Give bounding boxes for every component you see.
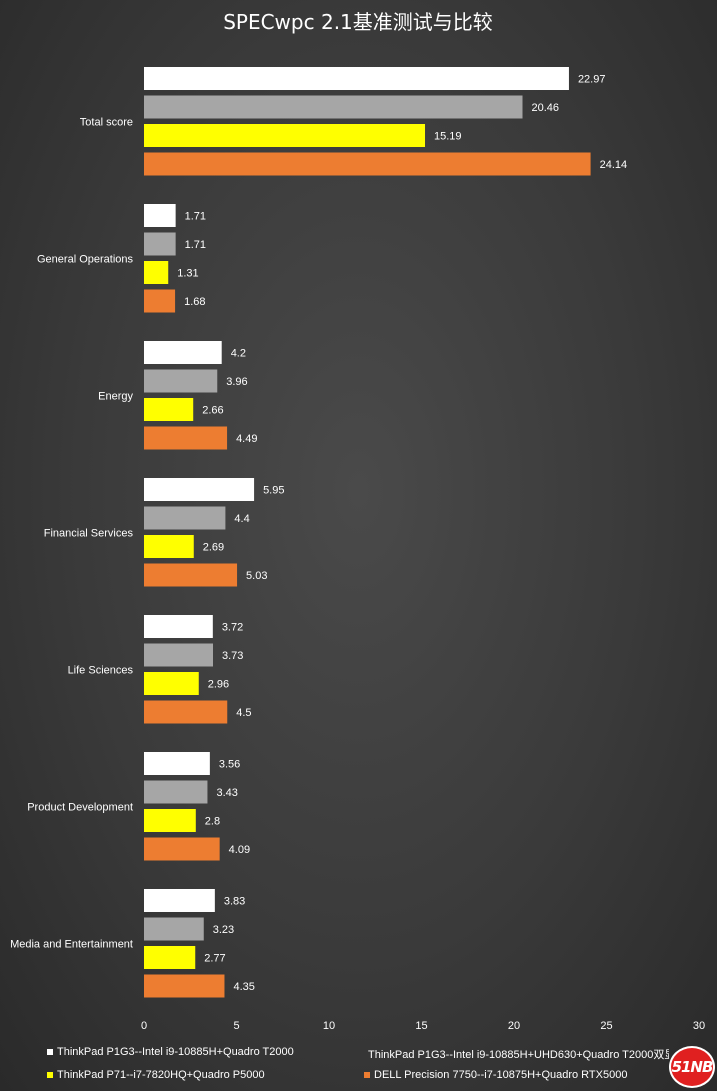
category-label: Total score xyxy=(80,116,133,128)
category-label: General Operations xyxy=(37,253,133,265)
category-label: Life Sciences xyxy=(68,664,134,676)
legend-label-2: ThinkPad P1G3--Intel i9-10885H+UHD630+Qu… xyxy=(368,1049,669,1061)
bar xyxy=(144,506,226,530)
x-tick-label: 5 xyxy=(233,1020,239,1032)
legend-item-1: ThinkPad P1G3--Intel i9-10885H+Quadro T2… xyxy=(47,1046,294,1058)
data-label: 4.49 xyxy=(236,433,257,445)
data-label: 1.71 xyxy=(185,211,206,223)
category-label: Media and Entertainment xyxy=(10,938,133,950)
x-tick-label: 25 xyxy=(600,1020,612,1032)
bar xyxy=(144,232,176,256)
chart-title: SPECwpc 2.1基准测试与比较 xyxy=(223,10,493,34)
bar xyxy=(144,672,199,695)
data-label: 3.23 xyxy=(213,924,234,936)
bar xyxy=(144,780,208,804)
bar xyxy=(144,946,196,969)
bar xyxy=(144,809,196,832)
bar xyxy=(144,289,176,313)
data-label: 4.2 xyxy=(231,348,246,360)
data-label: 4.5 xyxy=(236,707,251,719)
x-tick-label: 30 xyxy=(693,1020,705,1032)
data-label: 4.09 xyxy=(229,844,250,856)
data-label: 3.43 xyxy=(216,787,237,799)
legend-swatch-3 xyxy=(47,1072,53,1078)
x-tick-label: 10 xyxy=(323,1020,335,1032)
bar xyxy=(144,261,169,284)
51nb-logo: 51NB xyxy=(669,1046,715,1088)
bar-chart: SPECwpc 2.1基准测试与比较 Total score 22.97 20.46… xyxy=(10,10,705,1032)
legend-item-4: DELL Precision 7750--i7-10875H+Quadro RT… xyxy=(364,1069,627,1081)
bar xyxy=(144,837,220,861)
category-label: Energy xyxy=(98,390,133,402)
data-label: 1.31 xyxy=(177,268,198,280)
data-label: 3.56 xyxy=(219,759,240,771)
bar xyxy=(144,398,194,421)
bar xyxy=(144,700,228,724)
data-label: 2.77 xyxy=(204,953,225,965)
bar xyxy=(144,124,426,147)
x-tick-label: 20 xyxy=(508,1020,520,1032)
bar xyxy=(144,478,255,501)
data-label: 2.66 xyxy=(202,405,223,417)
legend-label-4: DELL Precision 7750--i7-10875H+Quadro RT… xyxy=(374,1069,628,1081)
category-label: Product Development xyxy=(27,801,133,813)
legend-swatch-4 xyxy=(364,1072,370,1078)
data-label: 4.35 xyxy=(233,981,254,993)
legend: ThinkPad P1G3--Intel i9-10885H+Quadro T2… xyxy=(0,1040,717,1091)
data-label: 2.69 xyxy=(203,542,224,554)
data-label: 4.4 xyxy=(234,513,249,525)
legend-item-2: ThinkPad P1G3--Intel i9-10885H+UHD630+Qu… xyxy=(364,1046,669,1062)
data-label: 1.71 xyxy=(185,239,206,251)
legend-label-1: ThinkPad P1G3--Intel i9-10885H+Quadro T2… xyxy=(57,1046,294,1058)
bar xyxy=(144,535,194,558)
data-label: 3.83 xyxy=(224,896,245,908)
bar xyxy=(144,204,176,227)
x-tick-label: 15 xyxy=(415,1020,427,1032)
legend-swatch-1 xyxy=(47,1049,53,1055)
data-label: 20.46 xyxy=(532,102,560,114)
data-label: 2.8 xyxy=(205,816,220,828)
bar xyxy=(144,615,213,638)
bar xyxy=(144,95,523,119)
x-tick-label: 0 xyxy=(141,1020,147,1032)
data-label: 3.96 xyxy=(226,376,247,388)
bar xyxy=(144,152,591,176)
bar xyxy=(144,563,238,587)
data-label: 15.19 xyxy=(434,131,462,143)
category-label: Financial Services xyxy=(44,527,134,539)
data-label: 5.95 xyxy=(263,485,284,497)
data-label: 3.72 xyxy=(222,622,243,634)
legend-item-3: ThinkPad P71--i7-7820HQ+Quadro P5000 xyxy=(47,1069,265,1081)
bar xyxy=(144,974,225,998)
bar xyxy=(144,752,210,775)
data-label: 2.96 xyxy=(208,679,229,691)
legend-label-3: ThinkPad P71--i7-7820HQ+Quadro P5000 xyxy=(57,1069,265,1081)
data-label: 1.68 xyxy=(184,296,205,308)
bar xyxy=(144,643,214,667)
data-label: 3.73 xyxy=(222,650,243,662)
bar xyxy=(144,67,569,90)
bar xyxy=(144,369,218,393)
data-label: 24.14 xyxy=(600,159,628,171)
bar xyxy=(144,917,204,941)
data-label: 5.03 xyxy=(246,570,267,582)
bar xyxy=(144,341,222,364)
data-label: 22.97 xyxy=(578,74,606,86)
bar xyxy=(144,426,228,450)
bar xyxy=(144,889,215,912)
plot-area: Total score 22.97 20.46 15.19 24.14 General O… xyxy=(10,67,705,1032)
